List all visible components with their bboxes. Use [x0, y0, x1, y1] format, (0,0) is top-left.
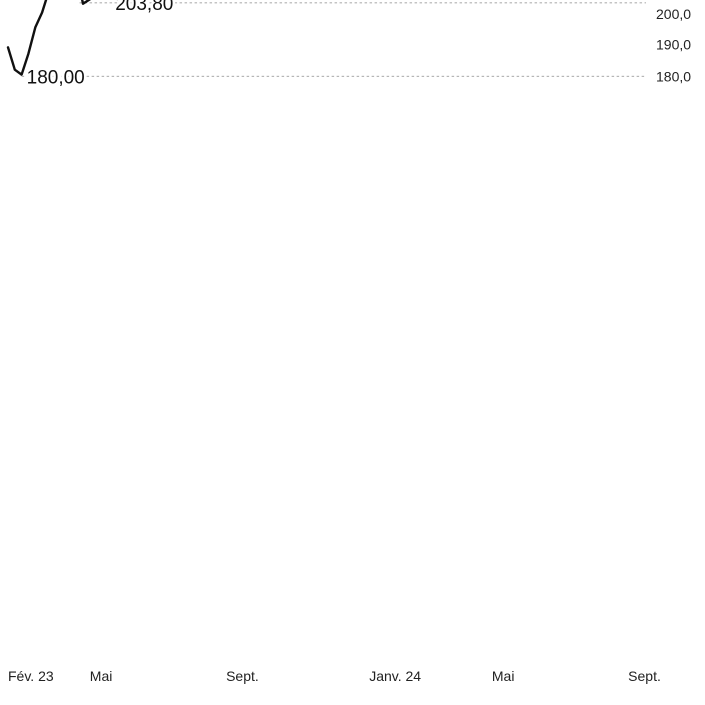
y-tick-label-2: 200,0 — [656, 6, 691, 22]
x-tick-label-0: Fév. 23 — [8, 668, 54, 684]
reference-label-6: 203,80 — [115, 0, 173, 15]
x-tick-label-2: Sept. — [226, 668, 259, 684]
y-axis: 180,0190,0200,0210,0220,0230,0240,0250,0… — [656, 6, 691, 84]
y-tick-label-0: 180,0 — [656, 68, 691, 84]
x-tick-label-5: Sept. — [628, 668, 661, 684]
x-tick-label-1: Mai — [90, 668, 113, 684]
x-axis: Fév. 23 Mai Sept. Janv. 24 Mai Sept. — [8, 668, 661, 684]
series-line-0 — [6, 0, 92, 76]
x-tick-label-4: Mai — [492, 668, 515, 684]
series-group — [6, 0, 92, 76]
reference-labels: 312,20297,40276,10259,00243,10222,80203,… — [24, 0, 176, 91]
x-tick-label-3: Janv. 24 — [369, 668, 421, 684]
reference-lines — [21, 2, 646, 77]
reference-label-7: 180,00 — [27, 67, 85, 88]
y-tick-label-1: 190,0 — [656, 36, 691, 52]
